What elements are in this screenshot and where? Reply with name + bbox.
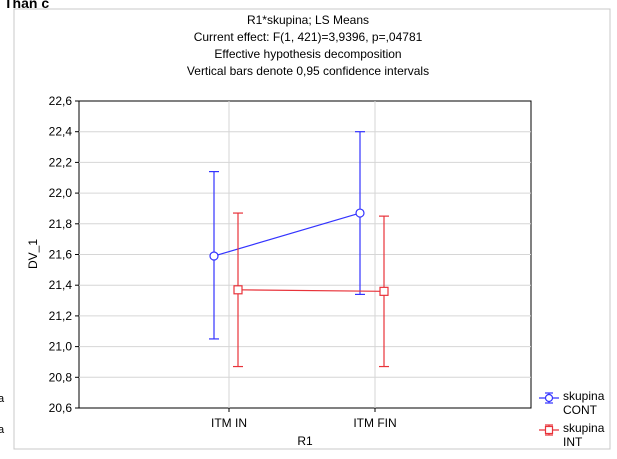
x-axis-label: R1 bbox=[297, 434, 313, 448]
y-tick-label: 21,8 bbox=[49, 217, 73, 231]
legend-square-icon bbox=[544, 425, 554, 435]
clipped-header-text: Than c bbox=[4, 0, 49, 11]
data-point-square bbox=[233, 285, 243, 295]
chart-titles: R1*skupina; LS Means Current effect: F(1,… bbox=[187, 13, 429, 78]
chart-frame bbox=[13, 8, 611, 450]
y-tick-label: 22,2 bbox=[49, 155, 73, 169]
y-tick-label: 22,4 bbox=[49, 125, 73, 139]
grid-lines bbox=[79, 101, 531, 408]
legend-label: INT bbox=[563, 435, 583, 449]
title-line-3: Effective hypothesis decomposition bbox=[214, 47, 401, 61]
margin-fragment: a bbox=[0, 424, 5, 436]
y-tick-label: 22,0 bbox=[49, 186, 73, 200]
data-point-square bbox=[379, 286, 389, 296]
title-line-2: Current effect: F(1, 421)=3,9396, p=,047… bbox=[194, 30, 423, 44]
title-line-1: R1*skupina; LS Means bbox=[247, 13, 369, 27]
legend-label: CONT bbox=[563, 403, 598, 417]
data-point-circle bbox=[355, 208, 365, 218]
legend-label: skupina bbox=[563, 421, 605, 435]
y-axis: 20,6 20,8 21,0 21,2 21,4 21,6 21,8 22,0 22,2 22,4… bbox=[49, 94, 79, 415]
y-tick-label: 21,4 bbox=[49, 278, 73, 292]
y-tick-label: 21,0 bbox=[49, 340, 73, 354]
clipped-margin-text: aa bbox=[0, 393, 5, 436]
margin-fragment: a bbox=[0, 393, 5, 405]
title-line-4: Vertical bars denote 0,95 confidence int… bbox=[187, 64, 429, 78]
legend-circle-icon bbox=[544, 393, 554, 403]
y-tick-label: 21,2 bbox=[49, 309, 73, 323]
data-point-circle bbox=[209, 251, 219, 261]
y-tick-label: 21,6 bbox=[49, 248, 73, 262]
y-axis-label: DV_1 bbox=[26, 239, 40, 269]
y-tick-label: 20,8 bbox=[49, 370, 73, 384]
series-layer bbox=[209, 131, 389, 368]
y-tick-label: 20,6 bbox=[49, 401, 73, 415]
x-axis: ITM IN ITM FIN bbox=[211, 408, 397, 430]
series-int bbox=[233, 212, 389, 368]
legend-label: skupina bbox=[563, 389, 605, 403]
x-tick-label: ITM IN bbox=[211, 416, 247, 430]
y-tick-label: 22,6 bbox=[49, 94, 73, 108]
series-line bbox=[237, 289, 385, 292]
x-tick-label: ITM FIN bbox=[353, 416, 396, 430]
